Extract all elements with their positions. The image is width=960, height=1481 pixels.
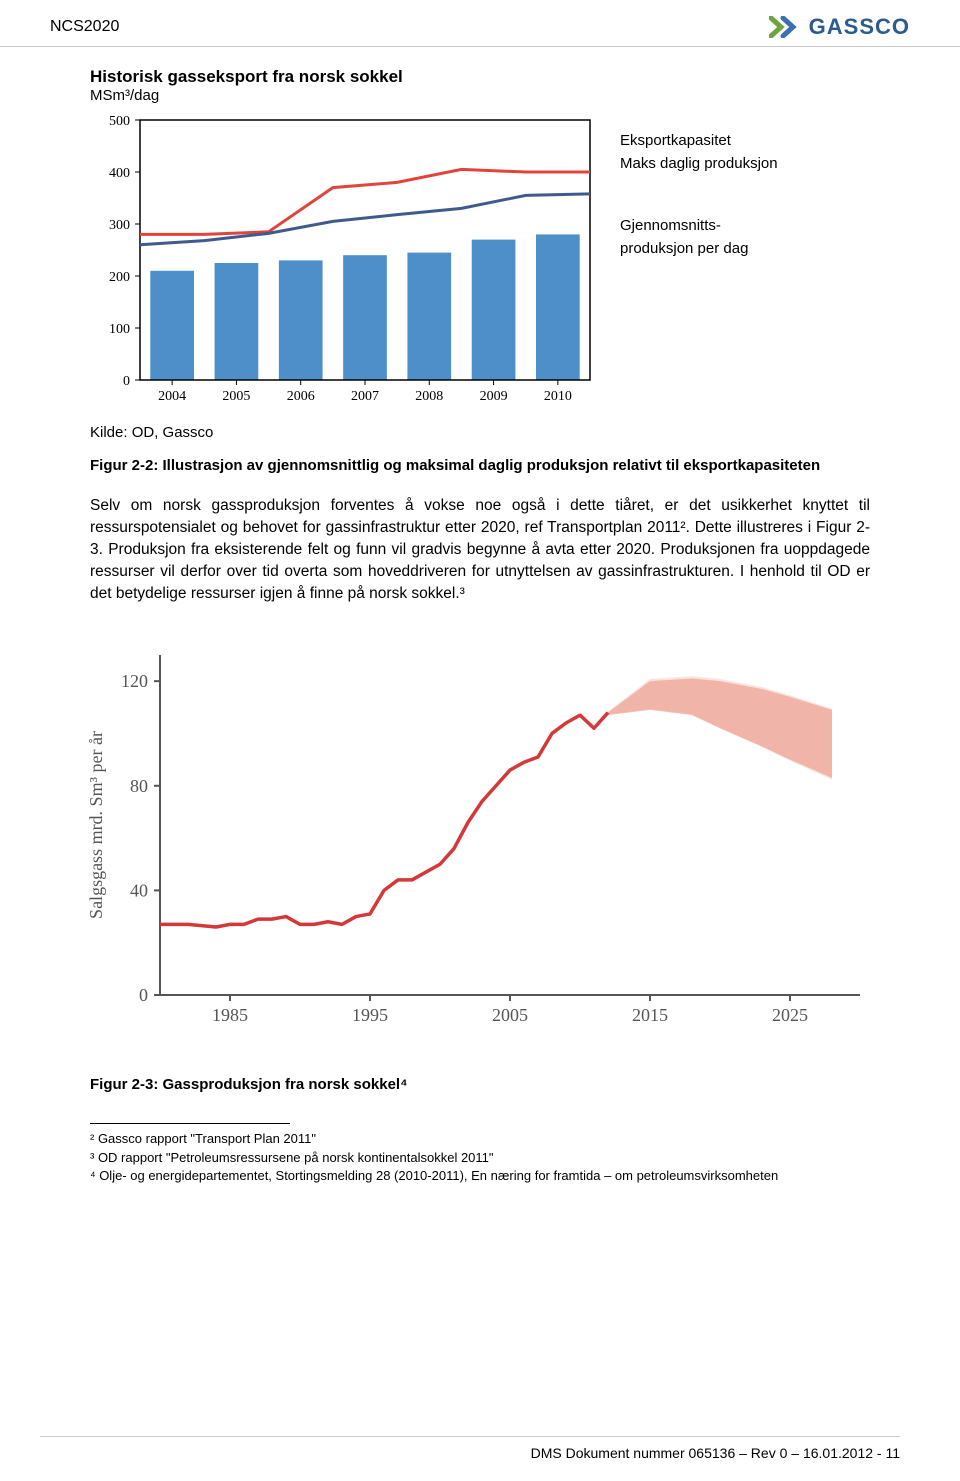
legend-maks-daglig: Maks daglig produksjon [620, 153, 778, 176]
svg-text:1985: 1985 [212, 1005, 248, 1025]
svg-text:0: 0 [123, 374, 130, 389]
svg-text:40: 40 [130, 880, 148, 900]
legend-gjennomsnitt: Gjennomsnitts- produksjon per dag [620, 215, 778, 260]
svg-text:200: 200 [109, 270, 130, 285]
svg-text:500: 500 [109, 114, 130, 129]
svg-text:2006: 2006 [287, 389, 315, 404]
svg-text:Salgsgass mrd. Sm³ per år: Salgsgass mrd. Sm³ per år [86, 731, 106, 919]
page-content: Historisk gasseksport fra norsk sokkel M… [0, 47, 960, 1186]
chart1-unit: MSm³/dag [90, 87, 870, 104]
svg-text:300: 300 [109, 218, 130, 233]
header-left-label: NCS2020 [50, 18, 119, 36]
chart1-source: Kilde: OD, Gassco [90, 424, 870, 441]
logo-chevrons-icon [769, 16, 803, 38]
chart1-title: Historisk gasseksport fra norsk sokkel [90, 67, 870, 87]
page-footer: DMS Dokument nummer 065136 – Rev 0 – 16.… [40, 1436, 900, 1461]
fig-2-2-caption: Figur 2-2: Illustrasjon av gjennomsnittl… [90, 455, 870, 477]
footnote-4: ⁴ Olje- og energidepartementet, Storting… [90, 1167, 870, 1186]
svg-text:2025: 2025 [772, 1005, 808, 1025]
svg-text:2005: 2005 [222, 389, 250, 404]
svg-text:100: 100 [109, 322, 130, 337]
chart1-wrap: 0 100 200 300 400 500 2004 2005 2006 2007 2008 2009… [90, 110, 870, 420]
body-paragraph: Selv om norsk gassproduksjon forventes å… [90, 495, 870, 605]
svg-text:2010: 2010 [544, 389, 572, 404]
legend-eksportkapasitet: Eksportkapasitet [620, 130, 778, 153]
svg-text:120: 120 [121, 671, 148, 691]
svg-text:2009: 2009 [480, 389, 508, 404]
page-header: NCS2020 GASSCO [0, 0, 960, 47]
svg-text:0: 0 [139, 985, 148, 1005]
logo: GASSCO [769, 14, 910, 40]
svg-text:2008: 2008 [415, 389, 443, 404]
logo-text: GASSCO [809, 14, 910, 40]
svg-text:2005: 2005 [492, 1005, 528, 1025]
chart2-svg: 0 40 80 120 1985 1995 2005 2015 2025 Salgsgass mr… [80, 635, 880, 1045]
svg-text:80: 80 [130, 776, 148, 796]
svg-text:2007: 2007 [351, 389, 379, 404]
svg-text:1995: 1995 [352, 1005, 388, 1025]
footnote-3: ³ OD rapport "Petroleumsressursene på no… [90, 1149, 870, 1168]
chart1-legend: Eksportkapasitet Maks daglig produksjon … [620, 110, 778, 420]
svg-text:2004: 2004 [158, 389, 186, 404]
svg-text:2015: 2015 [632, 1005, 668, 1025]
fig-2-3-caption: Figur 2-3: Gassproduksjon fra norsk sokk… [90, 1076, 870, 1093]
chart1-svg: 0 100 200 300 400 500 2004 2005 2006 2007 2008 2009… [90, 110, 600, 420]
footnotes: ² Gassco rapport "Transport Plan 2011" ³… [90, 1124, 870, 1187]
footnote-2: ² Gassco rapport "Transport Plan 2011" [90, 1130, 870, 1149]
svg-text:400: 400 [109, 166, 130, 181]
